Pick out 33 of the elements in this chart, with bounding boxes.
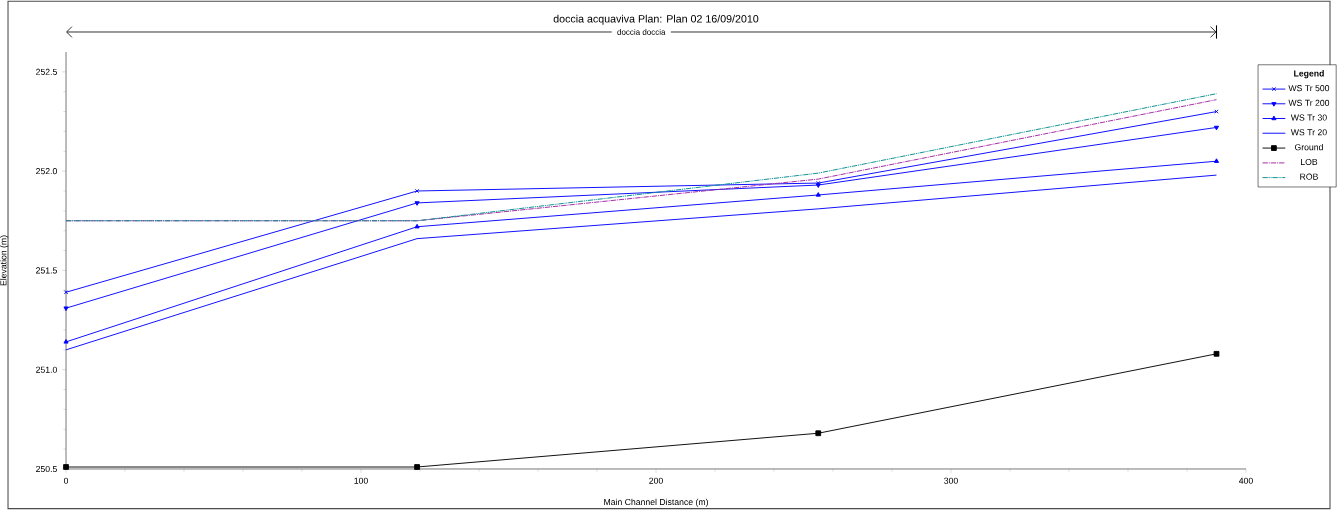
point: [63, 306, 69, 312]
text: doccia doccia: [617, 29, 666, 35]
legend-label: Ground: [1294, 143, 1323, 151]
x-tick-label: 0: [63, 477, 69, 484]
y-tick-label: 252.5: [36, 68, 57, 75]
y-tick-label: 251.5: [36, 267, 57, 274]
x-axis-title: Main Channel Distance (m): [604, 498, 708, 507]
x-tick-label: 300: [944, 477, 958, 484]
x-tick-label: 400: [1238, 477, 1253, 484]
y-tick-label: 252.0: [36, 168, 57, 175]
point: [414, 464, 420, 470]
legend-title: Legend: [1294, 70, 1324, 79]
point: [815, 192, 821, 197]
y-tick-label: 251.0: [36, 366, 57, 373]
point: [63, 339, 69, 344]
y-axis-title: Elevation (m): [0, 235, 9, 286]
legend-label: WS Tr 30: [1290, 114, 1327, 121]
chart-title: doccia acquaviva Plan: Plan 02 16/09/2010: [553, 14, 759, 25]
legend-label: LOB: [1301, 158, 1318, 165]
point: [1213, 158, 1220, 163]
y-tick-label: 250.5: [36, 465, 57, 473]
legend-label: WS Tr 500: [1288, 85, 1330, 92]
legend-label: WS Tr 20: [1290, 129, 1327, 136]
point: [414, 223, 420, 229]
x-tick-label: 200: [649, 477, 663, 484]
legend-label: ROB: [1300, 173, 1318, 180]
point: [815, 430, 822, 437]
point: [1213, 125, 1220, 131]
point: [414, 201, 420, 206]
x-tick-label: 100: [354, 477, 368, 484]
legend-label: WS Tr 200: [1288, 99, 1330, 106]
point: [63, 464, 69, 470]
point: [1213, 350, 1220, 357]
